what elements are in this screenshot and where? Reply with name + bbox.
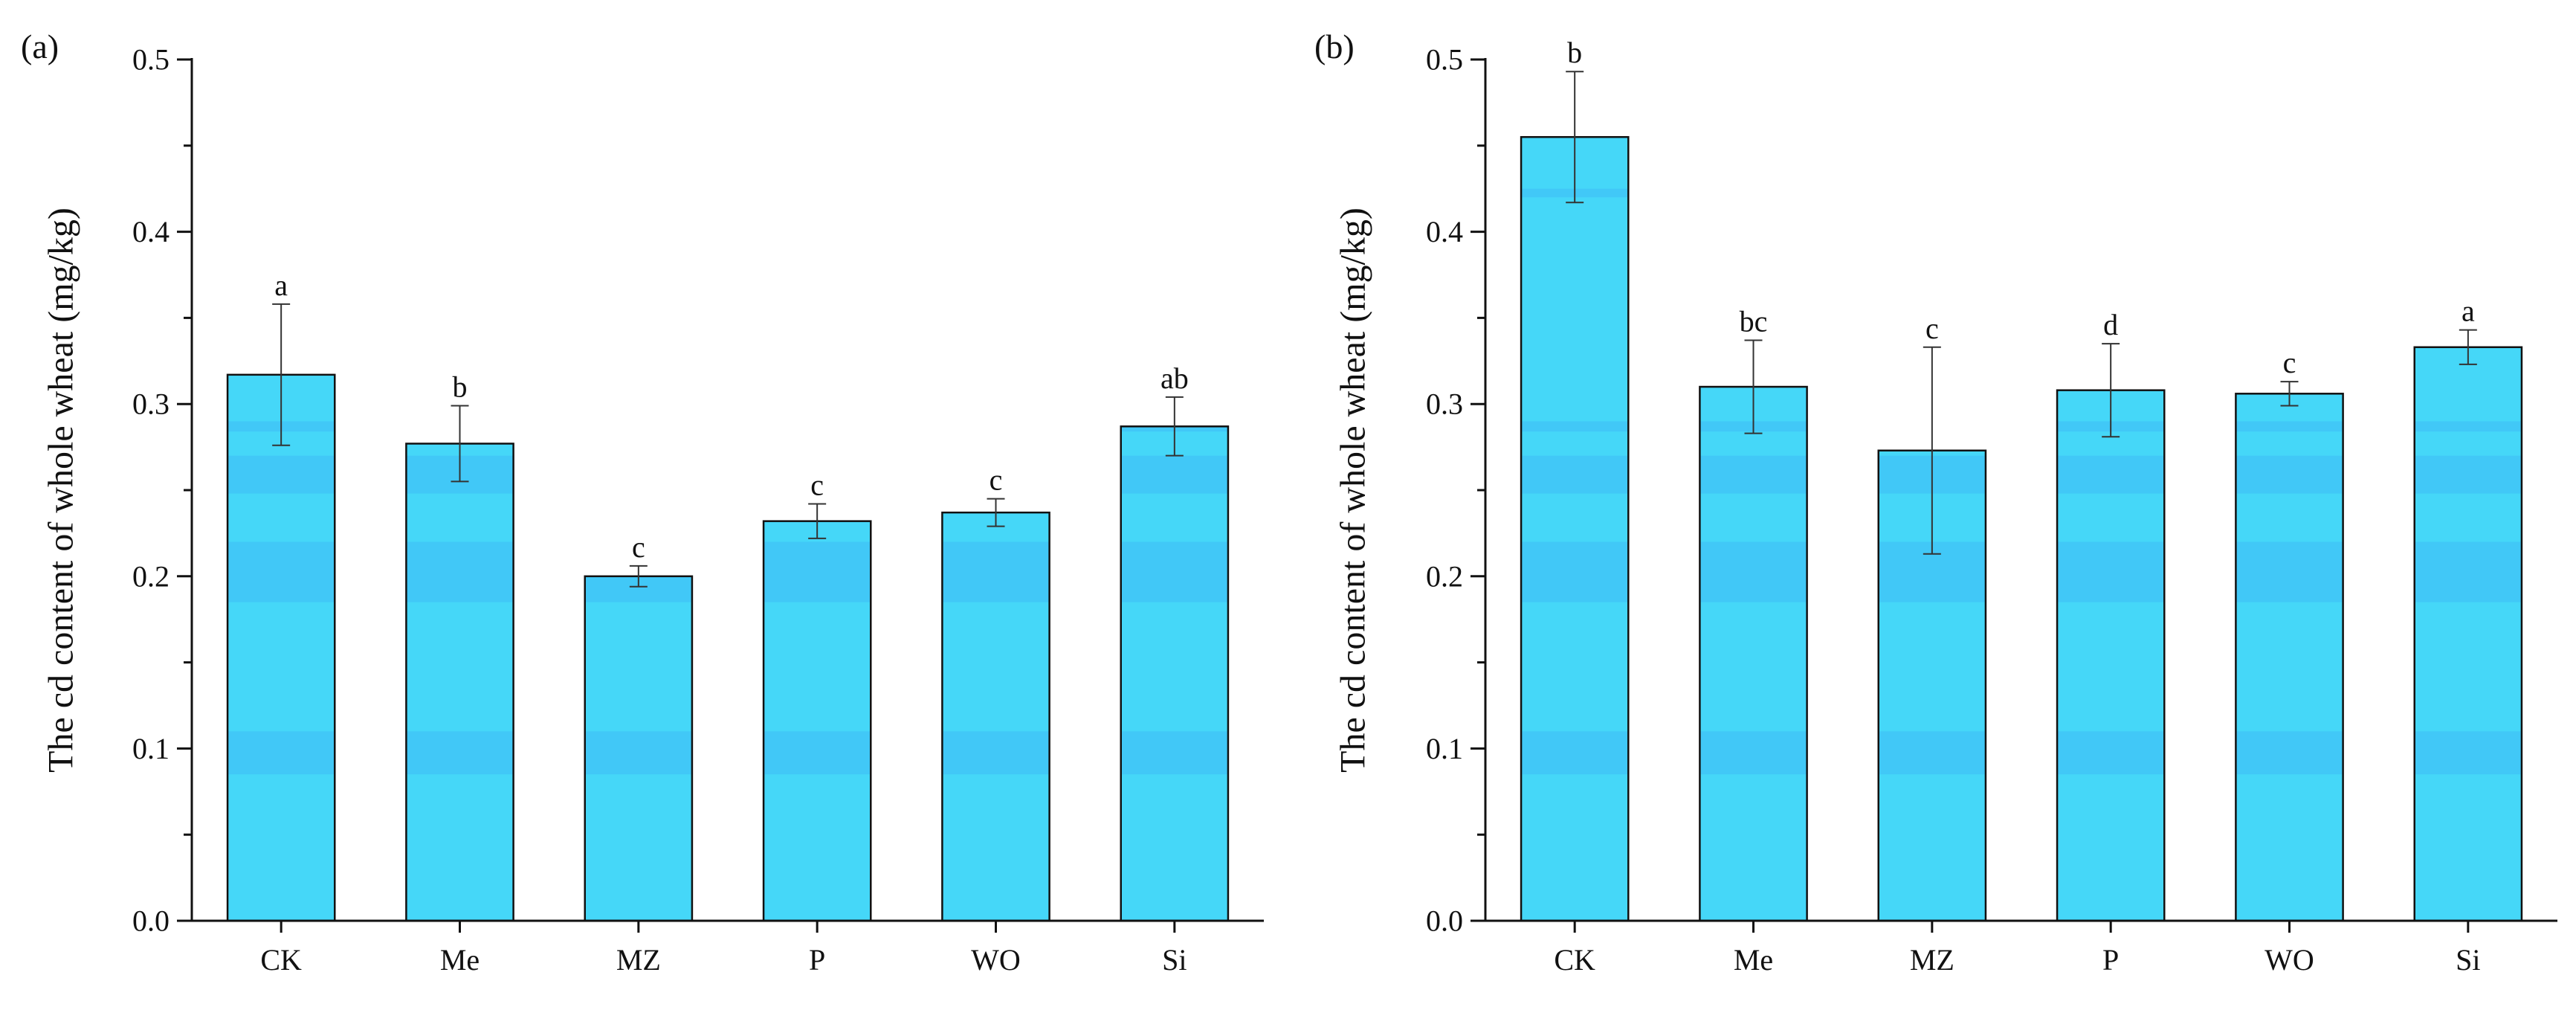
bar	[406, 443, 514, 921]
bar-shade-band	[2236, 541, 2343, 602]
y-tick-label: 0.4	[1426, 215, 1463, 248]
bar-shade-band	[1699, 541, 1807, 602]
bar-shade-band	[1120, 455, 1228, 494]
significance-label: d	[2103, 308, 2118, 341]
bar-shade-band	[1699, 731, 1807, 775]
x-tick-label: P	[809, 943, 825, 977]
bar-shade-band	[942, 731, 1050, 775]
bar-shade-band	[1521, 541, 1629, 602]
panel-a: (a) The cd content of whole wheat (mg/kg)…	[21, 28, 1264, 977]
significance-label: c	[1925, 312, 1939, 345]
bar-shade-band	[227, 541, 335, 602]
bar-shade-band	[1120, 731, 1228, 775]
bar-shade-band	[2414, 421, 2522, 432]
bar-shade-band	[2057, 541, 2165, 602]
y-tick-label: 0.5	[1426, 43, 1463, 77]
panel-b: (b) The cd content of whole wheat (mg/kg)…	[1314, 28, 2557, 977]
bar-shade-band	[764, 731, 871, 775]
bar-shade-band	[2414, 731, 2522, 775]
significance-label: c	[632, 530, 645, 564]
x-tick-label: Si	[1162, 943, 1187, 977]
bar-shade-band	[764, 541, 871, 602]
bar-shade-band	[1521, 731, 1629, 775]
bar-shade-band	[227, 455, 335, 494]
y-axis-title: The cd content of whole wheat (mg/kg)	[42, 208, 81, 773]
bar-shade-band	[2057, 455, 2165, 494]
bar-shade-band	[1699, 455, 1807, 494]
bar	[2414, 347, 2522, 922]
y-tick-label: 0.1	[132, 732, 170, 765]
bar-shade-band	[2057, 731, 2165, 775]
significance-label: b	[1567, 36, 1582, 69]
significance-label: a	[2462, 295, 2475, 328]
significance-label: b	[453, 370, 468, 404]
bar-shade-band	[942, 541, 1050, 602]
significance-label: bc	[1740, 305, 1768, 338]
y-tick-label: 0.2	[132, 559, 170, 593]
bar-shade-band	[406, 731, 514, 775]
bar	[1120, 426, 1228, 921]
bar-shade-band	[2236, 731, 2343, 775]
x-tick-label: Me	[440, 943, 480, 977]
significance-label: ab	[1161, 361, 1189, 395]
y-tick-label: 0.4	[132, 215, 170, 248]
y-tick-label: 0.1	[1426, 732, 1463, 765]
bar-shade-band	[2414, 455, 2522, 494]
significance-label: c	[2283, 346, 2296, 379]
significance-label: a	[274, 268, 288, 302]
significance-label: c	[810, 469, 824, 502]
x-tick-label: CK	[260, 943, 302, 977]
panel-label: (a)	[21, 28, 59, 65]
bar-shade-band	[584, 731, 692, 775]
bar-shade-band	[406, 541, 514, 602]
x-tick-label: P	[2102, 943, 2119, 977]
x-tick-label: MZ	[1910, 943, 1954, 977]
y-axis-title: The cd content of whole wheat (mg/kg)	[1334, 208, 1373, 773]
x-tick-label: WO	[971, 943, 1021, 977]
x-tick-label: Me	[1734, 943, 1773, 977]
y-tick-label: 0.2	[1426, 559, 1463, 593]
panel-label: (b)	[1314, 28, 1355, 65]
x-tick-label: WO	[2265, 943, 2314, 977]
y-tick-label: 0.3	[132, 387, 170, 421]
x-tick-label: MZ	[616, 943, 661, 977]
y-tick-label: 0.5	[132, 43, 170, 77]
significance-label: c	[990, 463, 1003, 497]
y-tick-label: 0.3	[1426, 387, 1463, 421]
y-tick-label: 0.0	[132, 904, 170, 938]
bar-shade-band	[1120, 541, 1228, 602]
bar-shade-band	[2236, 421, 2343, 432]
bar-shade-band	[1521, 455, 1629, 494]
bar-shade-band	[1878, 731, 1986, 775]
x-tick-label: Si	[2456, 943, 2480, 977]
bar-shade-band	[2236, 455, 2343, 494]
bar-shade-band	[227, 731, 335, 775]
bar-shade-band	[1521, 421, 1629, 432]
x-tick-label: CK	[1554, 943, 1595, 977]
y-tick-label: 0.0	[1426, 904, 1463, 938]
bar	[1521, 137, 1629, 922]
bar-shade-band	[2414, 541, 2522, 602]
